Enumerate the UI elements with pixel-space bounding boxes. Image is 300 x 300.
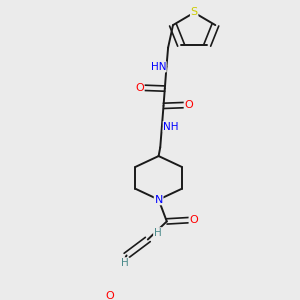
Text: H: H <box>154 228 161 238</box>
Text: O: O <box>105 291 114 300</box>
Text: O: O <box>189 215 198 225</box>
Text: S: S <box>190 7 198 17</box>
Text: H: H <box>121 258 129 268</box>
Text: HN: HN <box>151 62 166 72</box>
Text: O: O <box>135 83 144 93</box>
Text: O: O <box>184 100 193 110</box>
Text: NH: NH <box>163 122 179 132</box>
Text: N: N <box>154 195 163 205</box>
